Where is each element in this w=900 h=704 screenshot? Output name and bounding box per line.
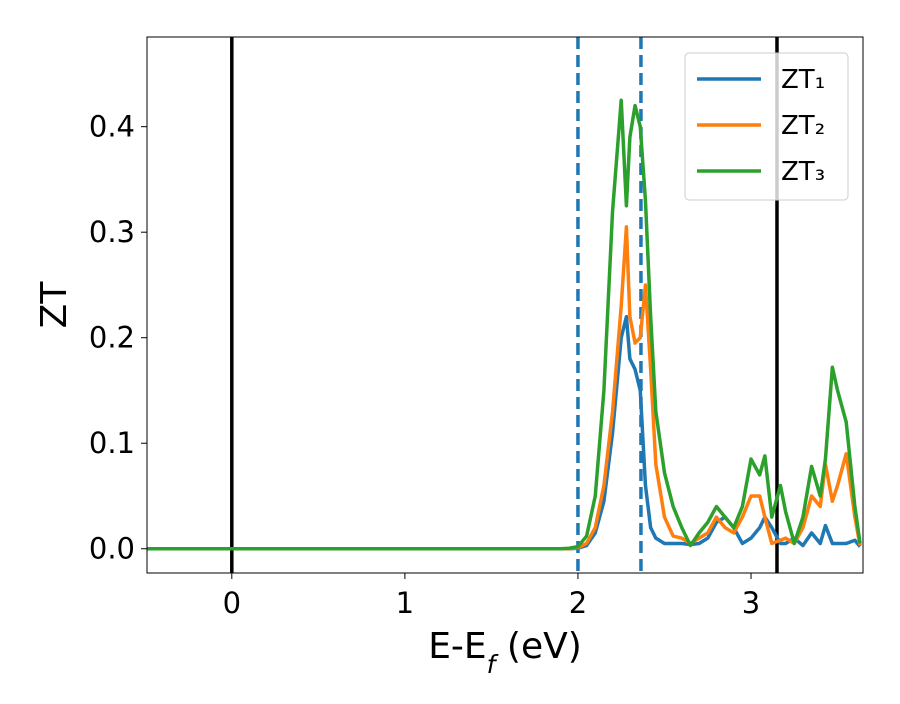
legend-label: ZT₃ (781, 157, 825, 187)
series-line (147, 314, 862, 551)
x-axis-label-part: (eV) (495, 626, 581, 667)
x-tick-label: 2 (569, 586, 587, 620)
plot-frame (146, 36, 864, 574)
legend-label: ZT₁ (781, 65, 825, 95)
y-axis-label: ZT (34, 281, 75, 329)
x-axis-label-part: E-E (428, 626, 486, 667)
series-line (147, 98, 862, 551)
y-tick-label: 0.4 (89, 110, 135, 144)
x-tick-label: 1 (396, 586, 414, 620)
legend-label: ZT₂ (781, 111, 825, 141)
y-tick-label: 0.3 (89, 215, 135, 249)
y-tick-label: 0.2 (89, 321, 135, 355)
y-tick-label: 0.1 (89, 426, 135, 460)
series-line (147, 225, 862, 551)
legend-box (684, 52, 849, 201)
x-tick-label: 3 (742, 586, 760, 620)
x-tick-label: 0 (223, 586, 241, 620)
y-tick-label: 0.0 (89, 532, 135, 566)
